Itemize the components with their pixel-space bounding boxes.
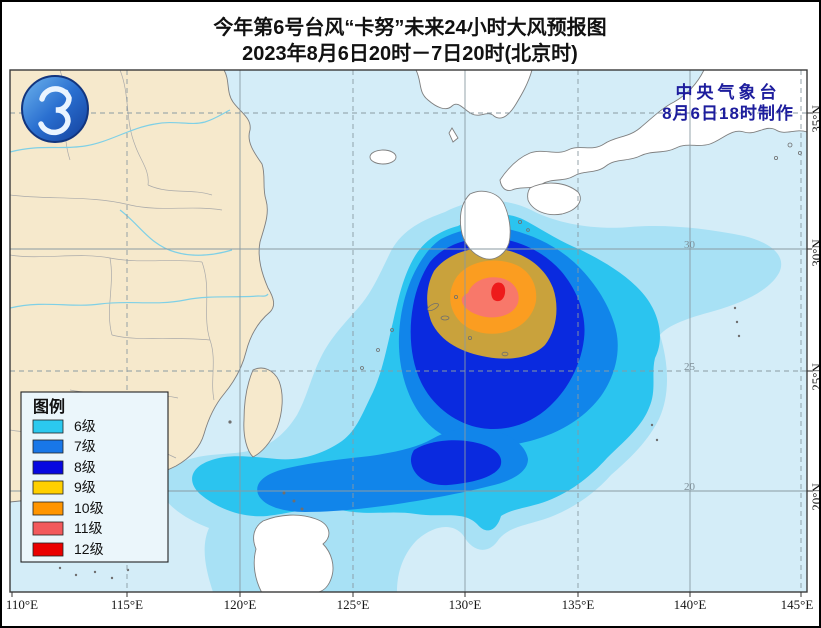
credit-block: 中央气象台 8月6日18时制作	[662, 82, 794, 123]
lon-label-130e: 130°E	[449, 597, 482, 612]
legend-item-8: 8级	[32, 459, 96, 475]
japan-kyushu	[459, 190, 511, 260]
legend-item-7: 7级	[32, 438, 96, 454]
legend-label-12: 12级	[74, 541, 104, 557]
logo-swirl	[38, 86, 72, 136]
legend-swatch-8	[32, 460, 64, 475]
legend: 图例 6级 7级 8级 9级 10级 11级 12级	[20, 391, 169, 563]
wind-area-level8-southwest	[410, 440, 502, 486]
latitude-axis: 35°N 30°N 25°N 20°N	[807, 105, 821, 511]
lat-label-30n: 30°N	[809, 239, 821, 267]
lat-label-35n: 35°N	[809, 105, 821, 133]
lon-label-145e: 145°E	[781, 597, 814, 612]
legend-label-6: 6级	[74, 418, 96, 434]
legend-item-6: 6级	[32, 418, 96, 434]
lat-label-25n: 25°N	[809, 363, 821, 391]
lon-label-135e: 135°E	[562, 597, 595, 612]
legend-title: 图例	[33, 397, 65, 416]
legend-item-11: 11级	[32, 520, 103, 536]
inline-grid-labels: 30 25 20	[684, 239, 696, 493]
japan-honshu	[499, 70, 807, 191]
cma-logo	[21, 75, 89, 143]
rivers	[10, 109, 269, 309]
title-block: 今年第6号台风“卡努”未来24小时大风预报图 2023年8月6日20时－7日20…	[213, 15, 606, 65]
legend-swatch-6	[32, 419, 64, 434]
legend-item-9: 9级	[32, 479, 96, 495]
lon-label-120e: 120°E	[224, 597, 257, 612]
inline-label-20n: 20	[684, 481, 696, 493]
inline-label-25n: 25	[684, 361, 696, 373]
lat-label-20n: 20°N	[809, 483, 821, 511]
legend-label-11: 11级	[74, 520, 103, 536]
credit-issue-time: 8月6日18时制作	[662, 103, 794, 123]
page-title: 今年第6号台风“卡努”未来24小时大风预报图	[213, 15, 606, 39]
lon-label-125e: 125°E	[337, 597, 370, 612]
korea-peninsula	[415, 70, 533, 119]
luzon-island	[253, 514, 334, 592]
legend-label-7: 7级	[74, 438, 96, 454]
taiwan-island	[243, 367, 283, 458]
legend-swatch-7	[32, 439, 64, 454]
jeju-island	[369, 149, 397, 165]
legend-label-9: 9级	[74, 479, 96, 495]
tsushima-island	[448, 127, 459, 143]
japan-shikoku	[527, 182, 581, 216]
legend-swatch-10	[32, 501, 64, 516]
legend-label-8: 8级	[74, 459, 96, 475]
map-border	[9, 69, 808, 593]
legend-swatch-11	[32, 521, 64, 536]
lon-label-110e: 110°E	[6, 597, 38, 612]
credit-agency: 中央气象台	[676, 82, 781, 102]
legend-label-10: 10级	[74, 500, 104, 516]
lon-label-140e: 140°E	[674, 597, 707, 612]
wind-area-level12-typhoon-core	[491, 282, 506, 302]
small-islands	[58, 142, 803, 580]
legend-swatch-9	[32, 480, 64, 495]
legend-item-10: 10级	[32, 500, 104, 516]
legend-item-12: 12级	[32, 541, 104, 557]
legend-swatch-12	[32, 542, 64, 557]
lon-label-115e: 115°E	[111, 597, 143, 612]
longitude-axis: 110°E 115°E 120°E 125°E 130°E 135°E 140°…	[6, 592, 813, 612]
page-subtitle: 2023年8月6日20时－7日20时(北京时)	[242, 41, 578, 65]
inline-label-30n: 30	[684, 239, 696, 251]
